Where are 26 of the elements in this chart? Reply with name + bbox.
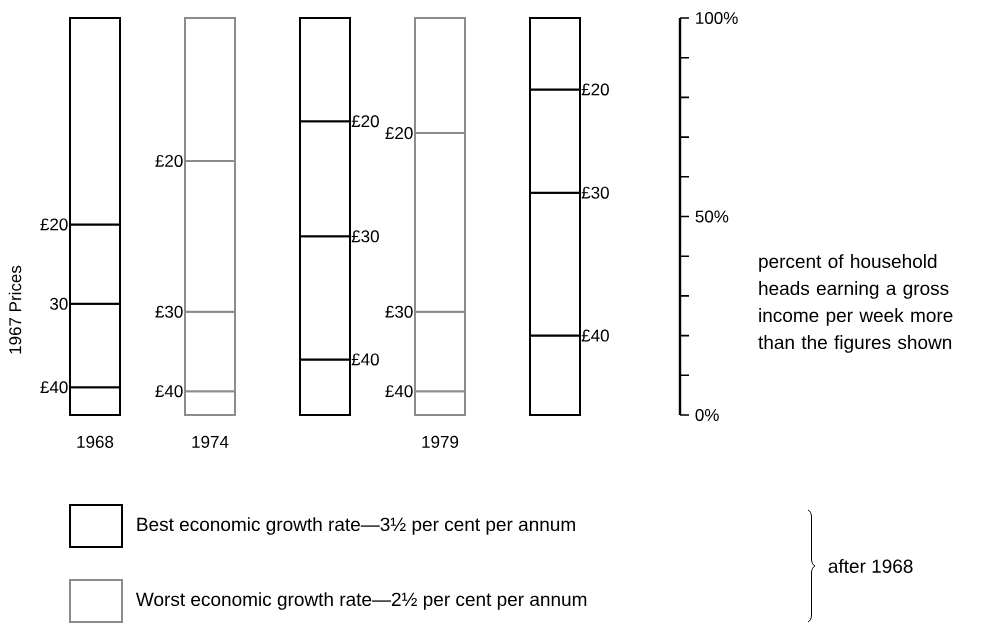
x-tick-label: 1979: [422, 435, 459, 448]
text: £40: [40, 381, 68, 394]
text: £40: [385, 385, 413, 398]
text: £30: [385, 305, 413, 318]
y-axis-title: percent of household heads earning a gross income per week more than the figures shown: [758, 254, 953, 353]
series-label: £20: [351, 115, 379, 128]
text: Worst economic growth rate—2½ per cent per annum: [135, 592, 587, 610]
series-label: £40: [351, 353, 379, 366]
text: Best economic growth rate—3½ per cent per annum: [137, 517, 575, 535]
text: 1967 Prices: [8, 265, 22, 354]
x-tick-label: 1968: [77, 435, 114, 448]
y-tick-label: 50%: [695, 210, 729, 223]
y-tick-label: 0%: [695, 408, 719, 422]
x-tick-label: 1974: [192, 435, 229, 448]
y-tick-label: 100%: [696, 11, 738, 25]
series-label: £30: [351, 230, 379, 243]
text: after 1968: [828, 559, 913, 573]
text: £40: [581, 329, 609, 342]
text: £20: [385, 127, 413, 140]
text: £30: [581, 186, 609, 199]
text: £20: [40, 218, 68, 231]
annotation: 30: [50, 297, 68, 310]
text: £30: [155, 305, 183, 318]
text: £20: [581, 83, 609, 96]
text: £40: [155, 385, 183, 398]
text: £20: [155, 154, 183, 167]
